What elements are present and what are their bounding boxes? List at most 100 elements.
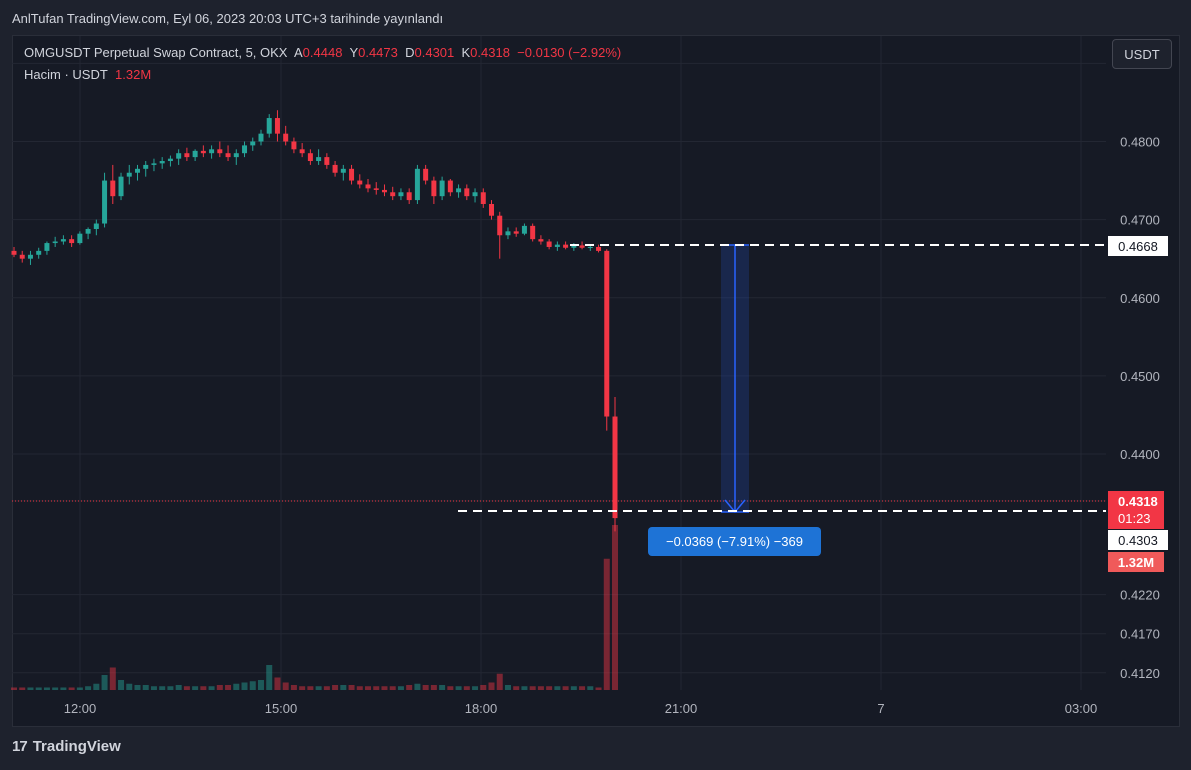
candle-body: [555, 245, 560, 247]
candle-body: [242, 145, 247, 153]
candle-body: [77, 234, 82, 243]
candle-body: [456, 188, 461, 192]
candle-body: [333, 165, 338, 173]
candle-body: [489, 204, 494, 216]
candle-body: [184, 153, 189, 157]
volume-bar: [505, 685, 511, 690]
candle-body: [283, 134, 288, 142]
candle-body: [357, 181, 362, 185]
volume-bar: [604, 559, 610, 690]
volume-bar: [497, 674, 503, 690]
currency-button[interactable]: USDT: [1112, 39, 1172, 69]
candle-body: [522, 226, 527, 234]
candle-body: [69, 239, 74, 243]
volume-bar: [299, 686, 305, 690]
candle-body: [94, 224, 99, 229]
candle-body: [341, 169, 346, 173]
volume-bar: [200, 686, 206, 690]
candle-body: [12, 251, 17, 255]
candle-body: [588, 247, 593, 248]
volume-bar: [489, 683, 495, 691]
price-tick-label: 0.4800: [1120, 134, 1160, 149]
volume-bar: [571, 686, 577, 690]
candle-body: [61, 239, 66, 241]
volume-bar: [192, 686, 198, 690]
price-tick-label: 0.4600: [1120, 291, 1160, 306]
volume-bar: [225, 685, 231, 690]
candle-body: [193, 151, 198, 157]
measure-label: −0.0369 (−7.91%) −369: [648, 527, 821, 556]
price-axis-ticks: 0.49000.48000.47000.46000.45000.44000.43…: [1120, 56, 1160, 680]
candle-body: [234, 153, 239, 157]
brand-name: TradingView: [33, 738, 121, 755]
candle-body: [613, 417, 618, 519]
countdown-text: 01:23: [1118, 511, 1151, 526]
candle-body: [44, 243, 49, 251]
candle-body: [398, 192, 403, 196]
candle-body: [316, 157, 321, 161]
candle-body: [324, 157, 329, 165]
candle-body: [20, 255, 25, 259]
candle-body: [143, 165, 148, 169]
time-tick-label: 03:00: [1065, 701, 1098, 716]
change-value: −0.0130 (−2.92%): [517, 45, 621, 60]
candle-body: [308, 153, 313, 161]
tradingview-logo[interactable]: 17 TradingView: [12, 738, 121, 755]
volume-bar: [36, 688, 42, 691]
candle-body: [464, 188, 469, 196]
candle-body: [102, 181, 107, 224]
symbol-title[interactable]: OMGUSDT Perpetual Swap Contract, 5, OKX: [24, 45, 287, 60]
time-axis-ticks: 12:00 15:00 18:00 21:00 7 03:00: [64, 701, 1098, 716]
volume-bar: [456, 686, 462, 690]
candle-body: [497, 216, 502, 236]
volume-bar: [439, 685, 445, 690]
candle-body: [267, 118, 272, 134]
volume-bar: [93, 684, 99, 690]
price-tick-label: 0.4170: [1120, 627, 1160, 642]
candle-body: [547, 241, 552, 246]
volume-bar: [291, 685, 297, 690]
candle-body: [604, 251, 609, 417]
candle-body: [407, 192, 412, 200]
candle-body: [349, 169, 354, 181]
volume-bar: [521, 686, 527, 690]
time-tick-label: 15:00: [265, 701, 298, 716]
volume-bar: [406, 685, 412, 690]
volume-bar: [596, 688, 602, 691]
low-price-badge-text: 0.4303: [1118, 533, 1158, 548]
volume-bar: [143, 685, 149, 690]
candle-body: [580, 245, 585, 247]
candle-body: [431, 181, 436, 197]
volume-bar: [19, 688, 25, 691]
volume-bar: [217, 685, 223, 690]
volume-bar: [316, 686, 322, 690]
grid: [12, 36, 1106, 690]
candle-body: [514, 231, 519, 233]
volume-bars: [11, 525, 618, 690]
volume-bar: [390, 686, 396, 690]
volume-bar: [44, 688, 50, 691]
candle-body: [390, 192, 395, 196]
candle-body: [275, 118, 280, 134]
volume-bar: [151, 686, 157, 690]
volume-bar: [52, 688, 58, 691]
volume-bar: [11, 688, 17, 691]
volume-bar: [365, 686, 371, 690]
volume-bar: [274, 678, 280, 691]
volume-bar: [242, 683, 248, 691]
candle-body: [151, 163, 156, 165]
volume-label[interactable]: Hacim · USDT: [24, 67, 108, 82]
candle-body: [481, 192, 486, 204]
volume-bar: [209, 686, 215, 690]
ohlc-legend: OMGUSDT Perpetual Swap Contract, 5, OKX …: [24, 45, 621, 60]
price-tick-label: 0.4700: [1120, 213, 1160, 228]
volume-bar: [480, 685, 486, 690]
volume-bar: [431, 685, 437, 690]
candle-body: [201, 151, 206, 153]
candle-body: [28, 255, 33, 259]
volume-bar: [398, 686, 404, 690]
volume-bar: [176, 685, 182, 690]
volume-bar: [414, 684, 420, 690]
volume-bar: [579, 686, 585, 690]
